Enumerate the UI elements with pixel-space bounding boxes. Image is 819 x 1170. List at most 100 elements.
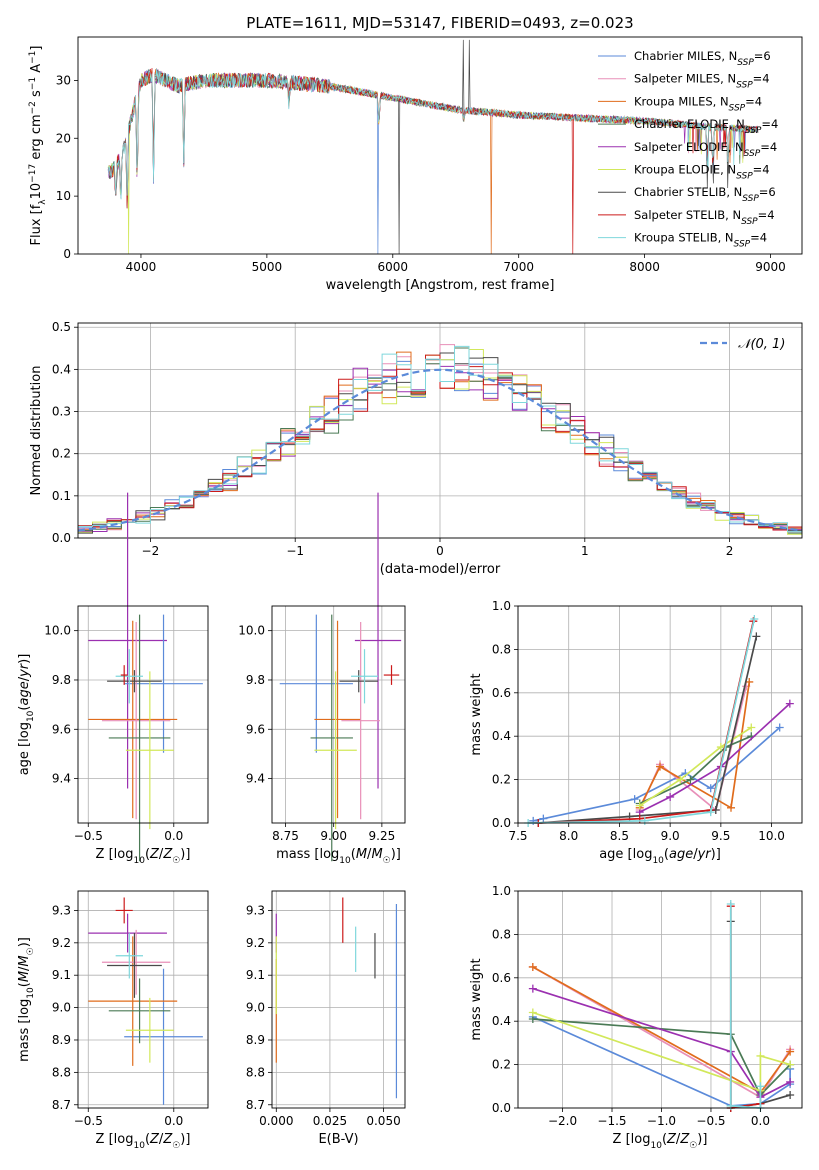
weight-marker (726, 900, 735, 909)
y-tick-label: 0.8 (492, 927, 511, 941)
x-tick-label: 0.025 (313, 1114, 347, 1128)
y-tick-label: 0.2 (492, 1058, 511, 1072)
x-axis-label: wavelength [Angstrom, rest frame] (326, 278, 555, 293)
y-tick-label: 9.8 (246, 673, 265, 687)
weight-line (639, 726, 752, 807)
weight-line (729, 906, 761, 1109)
weight-marker (786, 1077, 795, 1086)
spectrum-line (107, 70, 759, 196)
errorbar-point (125, 997, 174, 1063)
errorbar-point (115, 897, 133, 924)
x-tick-label: −0.5 (74, 1114, 103, 1128)
legend-label: Salpeter MILES, NSSP=4 (634, 72, 770, 91)
errorbar-point (314, 671, 357, 830)
panel-age_vs_mass: 8.75 9.00 9.25 9.4 9.6 9.8 10.0 mass [log10(M/M… (238, 492, 406, 866)
axes-frame (77, 605, 209, 824)
spectrum-line (107, 68, 759, 200)
spectrum-line (107, 70, 759, 200)
errorbar-point (115, 649, 143, 704)
x-tick-label: 8.5 (610, 829, 629, 843)
panel-mass_weight_vs_Z: −2.0 −1.5 −1.0 −0.5 0.0 0.0 0.2 0.4 0.6 0.8 1.0 Z [… (469, 884, 803, 1151)
errorbar-point (88, 620, 178, 819)
x-tick-label: 9.00 (320, 829, 347, 843)
x-tick-label: 7.5 (508, 829, 527, 843)
errorbar-point (310, 614, 353, 862)
weight-marker (775, 723, 784, 732)
axes-frame (517, 890, 803, 1109)
y-tick-label: 10 (56, 189, 71, 203)
weight-marker (528, 1008, 537, 1017)
errorbar-point (314, 620, 361, 819)
y-tick-label: 0.8 (492, 642, 511, 656)
panel-age_vs_Z: −0.5 0.0 9.4 9.6 9.8 10.0 Z [log10(Z/Z☉)] age [… (17, 492, 209, 866)
x-tick-label: −2.0 (548, 1114, 577, 1128)
y-tick-label: 0.0 (52, 531, 71, 545)
x-tick-label: 0.0 (164, 829, 183, 843)
y-tick-label: 0.2 (492, 773, 511, 787)
y-tick-label: 8.7 (246, 1098, 265, 1112)
errorbar-point (107, 933, 162, 998)
x-axis-label: mass [log10(M/M☉)] (276, 847, 401, 866)
weight-marker (786, 1060, 795, 1069)
x-tick-label: 0.050 (366, 1114, 400, 1128)
y-tick-label: 8.8 (52, 1065, 71, 1079)
y-tick-label: 0.5 (52, 320, 71, 334)
x-tick-label: −1.5 (597, 1114, 626, 1128)
legend-label: Chabrier ELODIE, NSSP=4 (634, 117, 778, 136)
weight-line (639, 735, 752, 805)
y-axis-label: mass [log10(M/M☉)] (17, 937, 36, 1062)
errorbar-point (279, 614, 353, 753)
x-tick-label: 0 (436, 544, 444, 558)
y-axis-label: age [log10(age/yr)] (17, 654, 36, 776)
y-tick-label: 9.3 (52, 903, 71, 917)
x-tick-label: 8.75 (272, 829, 299, 843)
y-tick-label: 0.2 (52, 447, 71, 461)
axes-frame (271, 605, 406, 824)
y-tick-label: 9.1 (52, 968, 71, 982)
y-tick-label: 0.0 (492, 816, 511, 830)
y-tick-label: 9.6 (246, 722, 265, 736)
plot-area-mass_weight_vs_age (524, 615, 794, 827)
x-axis-label: Z [log10(Z/Z☉)] (613, 1132, 708, 1151)
weight-marker (750, 615, 759, 624)
weight-line (538, 636, 758, 824)
errorbar-point (107, 670, 162, 693)
legend-label: Kroupa STELIB, NSSP=4 (634, 231, 767, 250)
y-tick-label: 0.4 (492, 1014, 511, 1028)
y-tick-label: 9.0 (52, 1001, 71, 1015)
x-tick-label: 1 (581, 544, 589, 558)
axes-frame (77, 36, 803, 255)
y-tick-label: 9.4 (246, 772, 265, 786)
weight-marker (528, 962, 537, 971)
y-tick-label: 0 (63, 247, 71, 261)
x-tick-label: 9.25 (369, 829, 396, 843)
y-tick-label: 10.0 (44, 624, 71, 638)
x-tick-label: 7000 (503, 260, 534, 274)
weight-marker (752, 632, 761, 641)
panel-residuals: −2 −1 0 1 2 0.0 0.1 0.2 0.3 0.4 0.5 (data-model)/er… (29, 320, 803, 577)
weight-line (532, 1011, 791, 1092)
plot-area-age_vs_mass (279, 492, 402, 862)
y-axis-label: mass weight (469, 958, 484, 1040)
y-tick-label: 8.7 (52, 1098, 71, 1112)
x-axis-label: (data-model)/error (380, 562, 501, 577)
plot-area-mass_vs_Z (88, 897, 203, 1105)
weight-marker (666, 792, 675, 801)
weight-line (532, 987, 791, 1099)
weight-marker (686, 775, 695, 784)
errorbar-point (88, 913, 167, 953)
weight-marker (656, 762, 664, 771)
y-tick-label: 10.0 (238, 624, 265, 638)
y-tick-label: 30 (56, 73, 71, 87)
legend-label: Chabrier STELIB, NSSP=6 (634, 185, 776, 204)
plot-area-mass_vs_ebv (275, 897, 398, 1099)
y-tick-label: 0.6 (492, 971, 511, 985)
y-tick-label: 9.0 (246, 1001, 265, 1015)
legend: Chabrier MILES, NSSP=6 Salpeter MILES, NS… (598, 49, 778, 250)
errorbar-point (383, 665, 400, 685)
weight-marker (786, 1047, 795, 1056)
errorbar-point (108, 614, 171, 862)
y-tick-label: 8.9 (52, 1033, 71, 1047)
weight-marker (785, 699, 794, 708)
